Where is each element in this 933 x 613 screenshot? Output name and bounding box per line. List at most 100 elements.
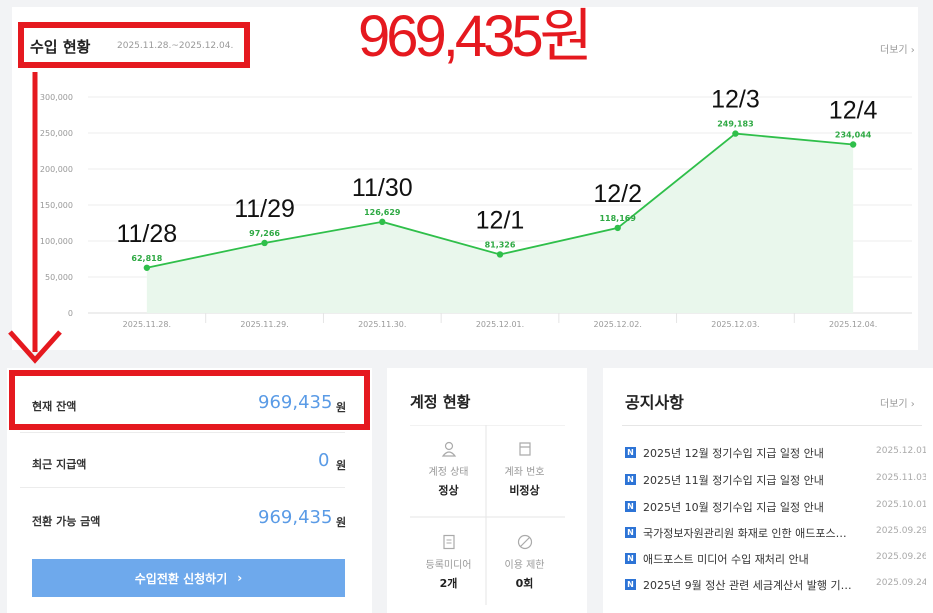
notice-item[interactable]: N 2025년 9월 정산 관련 세금계산서 발행 기… 2025.09.24	[625, 577, 926, 593]
y-tick-label: 250,000	[40, 129, 73, 138]
current-balance-unit: 원	[336, 401, 347, 414]
data-point	[849, 141, 857, 148]
notice-item[interactable]: N 2025년 12월 정기수입 지급 일정 안내 2025.12.01	[625, 445, 926, 461]
data-label: 249,183	[717, 120, 753, 129]
data-label: 234,044	[835, 130, 872, 139]
total-income-annotation: 969,435원	[358, 4, 593, 69]
notice-title: 공지사항	[625, 393, 684, 412]
data-label: 126,629	[364, 208, 401, 217]
divider	[20, 487, 345, 488]
data-point	[143, 264, 151, 271]
ban-icon	[517, 534, 532, 550]
notice-item[interactable]: N 2025년 11월 정기수입 지급 일정 안내 2025.11.03	[625, 472, 926, 488]
new-badge-icon: N	[625, 447, 636, 458]
recent-payment-value: 0	[318, 450, 330, 471]
arrow-annotation	[8, 72, 62, 364]
notice-item-title[interactable]: 2025년 11월 정기수입 지급 일정 안내	[643, 474, 824, 487]
x-tick-label: 2025.12.01.	[476, 320, 524, 329]
y-tick-label: 150,000	[40, 201, 73, 210]
data-point	[614, 224, 621, 232]
x-tick-label: 2025.11.30.	[358, 320, 406, 329]
income-title: 수입 현황	[30, 38, 91, 56]
data-label: 62,818	[131, 254, 162, 263]
usage-restriction-cell: 이용 제한 0회	[487, 534, 562, 591]
apply-income-conversion-button[interactable]: 수입전환 신청하기 ›	[32, 559, 345, 597]
notice-more-link[interactable]: 더보기 ›	[880, 399, 915, 410]
date-annotation: 11/28	[116, 220, 177, 248]
y-tick-label: 0	[68, 309, 73, 318]
date-annotation: 11/30	[352, 174, 413, 202]
new-badge-icon: N	[625, 474, 636, 485]
notice-item-date: 2025.12.01	[876, 446, 926, 456]
date-annotation: 12/1	[476, 206, 525, 234]
notice-item-date: 2025.09.29	[876, 526, 926, 536]
divider	[20, 432, 345, 433]
convertible-amount-label: 전환 가능 금액	[32, 515, 101, 528]
notice-item[interactable]: N 애드포스트 미디어 수입 재처리 안내 2025.09.26	[625, 551, 926, 567]
account-status-cell: 계정 상태 정상	[411, 441, 486, 498]
date-annotation: 12/4	[829, 96, 878, 124]
usage-restriction-value: 0회	[515, 577, 534, 590]
date-annotation: 12/3	[711, 86, 760, 114]
notice-item-title[interactable]: 2025년 10월 정기수입 지급 일정 안내	[643, 501, 824, 514]
data-label: 81,326	[485, 240, 516, 249]
account-status-value: 정상	[438, 484, 459, 497]
account-title: 계정 현황	[410, 393, 471, 411]
x-tick-label: 2025.12.03.	[711, 320, 759, 329]
registered-media-label: 등록미디어	[425, 560, 472, 571]
apply-button-label: 수입전환 신청하기	[134, 571, 228, 586]
series-area	[146, 133, 854, 313]
registered-media-cell: 등록미디어 2개	[411, 534, 486, 591]
notice-item-date: 2025.10.01	[876, 500, 926, 510]
bank-account-label: 계좌 번호	[504, 467, 545, 478]
data-point	[496, 251, 504, 258]
data-label: 118,169	[599, 214, 636, 223]
date-annotation: 11/29	[234, 195, 295, 223]
chevron-right-icon: ›	[237, 571, 243, 585]
x-tick-label: 2025.11.29.	[240, 320, 288, 329]
y-tick-label: 300,000	[40, 93, 73, 102]
data-label: 97,266	[249, 229, 280, 238]
highlight-box-income-title	[18, 22, 250, 68]
income-date-range: 2025.11.28.~2025.12.04.	[117, 41, 234, 51]
registered-media-value: 2개	[439, 577, 458, 590]
notice-item-date: 2025.09.24	[876, 578, 926, 588]
person-icon	[441, 441, 456, 457]
convertible-amount-value: 969,435	[258, 507, 333, 528]
notice-item-title[interactable]: 국가정보자원관리원 화재로 인한 애드포스…	[643, 527, 847, 540]
x-tick-label: 2025.11.28.	[123, 320, 171, 329]
date-annotation: 12/2	[593, 180, 642, 208]
usage-restriction-label: 이용 제한	[504, 560, 545, 571]
card-icon	[518, 442, 531, 456]
current-balance-value: 969,435	[258, 392, 333, 413]
notice-item-title[interactable]: 2025년 12월 정기수입 지급 일정 안내	[643, 447, 824, 460]
recent-payment-unit: 원	[336, 459, 347, 472]
income-chart: 300,000 250,000 200,000 150,000 100,000 50,00…	[40, 86, 912, 329]
notice-item[interactable]: N 국가정보자원관리원 화재로 인한 애드포스… 2025.09.29	[625, 525, 926, 541]
current-balance-label: 현재 잔액	[32, 400, 77, 413]
account-panel	[387, 368, 587, 613]
bank-account-cell: 계좌 번호 비정상	[487, 441, 562, 498]
notice-item-date: 2025.09.26	[876, 552, 926, 562]
notice-item-title[interactable]: 애드포스트 미디어 수입 재처리 안내	[643, 553, 809, 566]
notice-panel	[603, 368, 933, 613]
bank-account-value: 비정상	[509, 484, 540, 497]
data-point	[379, 218, 386, 226]
account-status-label: 계정 상태	[428, 467, 469, 478]
account-grid-lines	[410, 425, 565, 605]
new-badge-icon: N	[625, 553, 636, 564]
new-badge-icon: N	[625, 501, 636, 512]
document-icon	[442, 534, 455, 550]
income-more-link[interactable]: 더보기 ›	[880, 45, 915, 56]
y-tick-label: 100,000	[40, 237, 73, 246]
data-point	[732, 130, 739, 137]
convertible-amount-unit: 원	[336, 516, 347, 529]
x-tick-label: 2025.12.02.	[594, 320, 642, 329]
highlight-box-current-balance	[9, 370, 370, 430]
new-badge-icon: N	[625, 579, 636, 590]
new-badge-icon: N	[625, 527, 636, 538]
notice-item-title[interactable]: 2025년 9월 정산 관련 세금계산서 발행 기…	[643, 579, 852, 592]
x-tick-label: 2025.12.04.	[829, 320, 877, 329]
notice-item[interactable]: N 2025년 10월 정기수입 지급 일정 안내 2025.10.01	[625, 499, 926, 515]
y-tick-label: 200,000	[40, 165, 73, 174]
